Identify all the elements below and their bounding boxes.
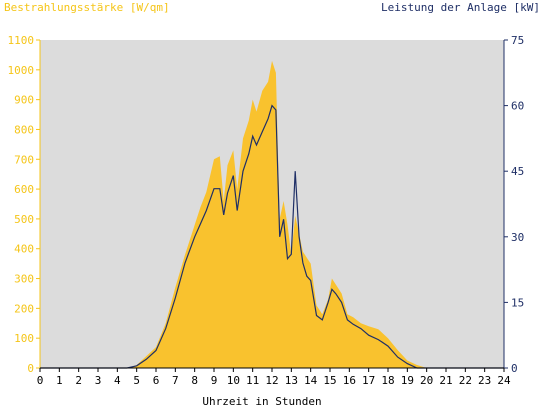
x-tick-label: 13	[285, 374, 298, 387]
x-axis-label: Uhrzeit in Stunden	[202, 395, 321, 408]
right-tick-label: 30	[511, 231, 524, 244]
axis-ticks: 0100200300400500600700800900100011000153…	[8, 34, 525, 387]
left-tick-label: 300	[14, 273, 34, 286]
x-tick-label: 2	[75, 374, 82, 387]
x-tick-label: 5	[133, 374, 140, 387]
x-tick-label: 18	[381, 374, 394, 387]
left-tick-label: 800	[14, 123, 34, 136]
irradiance-area	[40, 60, 504, 369]
x-tick-label: 17	[362, 374, 375, 387]
left-tick-label: 1100	[8, 34, 35, 47]
x-tick-label: 10	[227, 374, 240, 387]
left-tick-label: 0	[27, 362, 34, 375]
x-tick-label: 22	[459, 374, 472, 387]
left-tick-label: 600	[14, 183, 34, 196]
power-line	[40, 104, 504, 369]
right-axis-title: Leistung der Anlage [kW]	[381, 1, 540, 14]
x-tick-label: 24	[497, 374, 511, 387]
x-tick-label: 23	[478, 374, 491, 387]
x-tick-label: 9	[211, 374, 218, 387]
x-tick-label: 3	[95, 374, 102, 387]
x-tick-label: 12	[265, 374, 278, 387]
right-tick-label: 0	[511, 362, 518, 375]
x-tick-label: 6	[153, 374, 160, 387]
x-tick-label: 1	[56, 374, 63, 387]
right-tick-label: 60	[511, 100, 524, 113]
x-tick-label: 4	[114, 374, 121, 387]
left-tick-label: 100	[14, 332, 34, 345]
right-tick-label: 15	[511, 296, 524, 309]
x-tick-label: 14	[304, 374, 318, 387]
x-tick-label: 15	[323, 374, 336, 387]
x-tick-label: 21	[439, 374, 452, 387]
left-tick-label: 400	[14, 243, 34, 256]
right-tick-label: 75	[511, 34, 524, 47]
x-tick-label: 16	[343, 374, 356, 387]
x-tick-label: 19	[401, 374, 414, 387]
left-tick-label: 500	[14, 213, 34, 226]
x-tick-label: 7	[172, 374, 179, 387]
x-tick-label: 11	[246, 374, 259, 387]
x-tick-label: 20	[420, 374, 433, 387]
left-tick-label: 700	[14, 153, 34, 166]
left-tick-label: 1000	[8, 64, 35, 77]
x-tick-label: 8	[191, 374, 198, 387]
left-tick-label: 900	[14, 94, 34, 107]
right-tick-label: 45	[511, 165, 524, 178]
left-tick-label: 200	[14, 302, 34, 315]
x-tick-label: 0	[37, 374, 44, 387]
left-axis-title: Bestrahlungsstärke [W/qm]	[4, 1, 170, 14]
